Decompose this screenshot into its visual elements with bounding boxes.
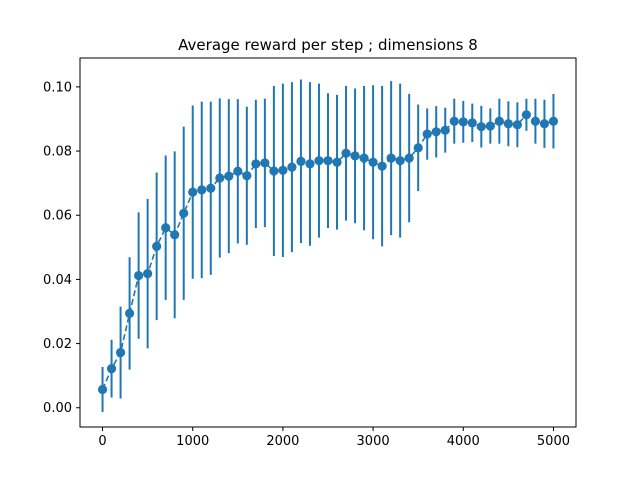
chart-title: Average reward per step ; dimensions 8 [178, 36, 478, 54]
data-point [422, 129, 432, 139]
y-tick-label: 0.02 [43, 337, 72, 352]
data-point [233, 166, 243, 176]
data-point [548, 116, 559, 126]
data-point [197, 185, 207, 195]
data-point [485, 121, 495, 131]
data-point [359, 153, 369, 163]
y-tick-label: 0.04 [43, 273, 72, 288]
data-point [287, 162, 297, 172]
data-point [395, 156, 405, 166]
data-point [206, 183, 216, 193]
data-point [377, 161, 387, 171]
data-point [161, 223, 171, 233]
data-point [449, 116, 459, 126]
y-tick-label: 0.06 [43, 209, 72, 224]
data-point [215, 173, 225, 183]
series-layer [97, 79, 559, 412]
data-point [341, 148, 351, 158]
data-point [332, 157, 342, 167]
data-point [134, 270, 144, 281]
data-point [323, 156, 333, 166]
data-point [350, 151, 360, 161]
data-point [97, 384, 108, 395]
data-point [386, 153, 396, 163]
data-point [413, 143, 423, 153]
data-point [278, 165, 288, 175]
x-tick-label: 0 [98, 434, 106, 449]
x-tick-label: 3000 [357, 434, 390, 449]
x-tick-label: 2000 [266, 434, 299, 449]
data-point [512, 120, 522, 130]
y-tick-label: 0.00 [43, 401, 72, 416]
data-point [314, 156, 324, 166]
data-point [242, 171, 252, 181]
data-point [494, 116, 504, 126]
data-point [188, 187, 198, 197]
data-point [224, 171, 234, 181]
data-point [251, 159, 261, 169]
data-point [269, 166, 279, 176]
data-point [296, 156, 306, 166]
data-point [431, 127, 441, 137]
data-point [440, 125, 450, 135]
data-point [152, 241, 162, 251]
data-point [368, 157, 378, 167]
data-point [170, 230, 180, 240]
y-axis: 0.00 0.02 0.04 0.06 0.08 0.10 [43, 80, 80, 416]
y-tick-label: 0.10 [43, 80, 72, 95]
data-point [115, 347, 126, 358]
x-tick-label: 1000 [176, 434, 209, 449]
data-point [530, 116, 541, 126]
data-point [476, 122, 486, 132]
data-point [404, 153, 414, 163]
y-tick-label: 0.08 [43, 145, 72, 160]
data-point [106, 364, 117, 374]
x-tick-label: 4000 [447, 434, 480, 449]
data-point [467, 118, 477, 128]
data-point [179, 208, 189, 218]
data-point [521, 110, 532, 120]
x-axis: 0 1000 2000 3000 4000 5000 [98, 427, 570, 449]
data-point [143, 269, 153, 279]
data-point [305, 159, 315, 169]
x-tick-label: 5000 [537, 434, 570, 449]
data-point [539, 119, 550, 129]
data-point [503, 119, 513, 129]
data-point [458, 117, 468, 127]
data-point [260, 158, 270, 168]
data-point [125, 308, 135, 319]
plot-frame [79, 57, 577, 428]
